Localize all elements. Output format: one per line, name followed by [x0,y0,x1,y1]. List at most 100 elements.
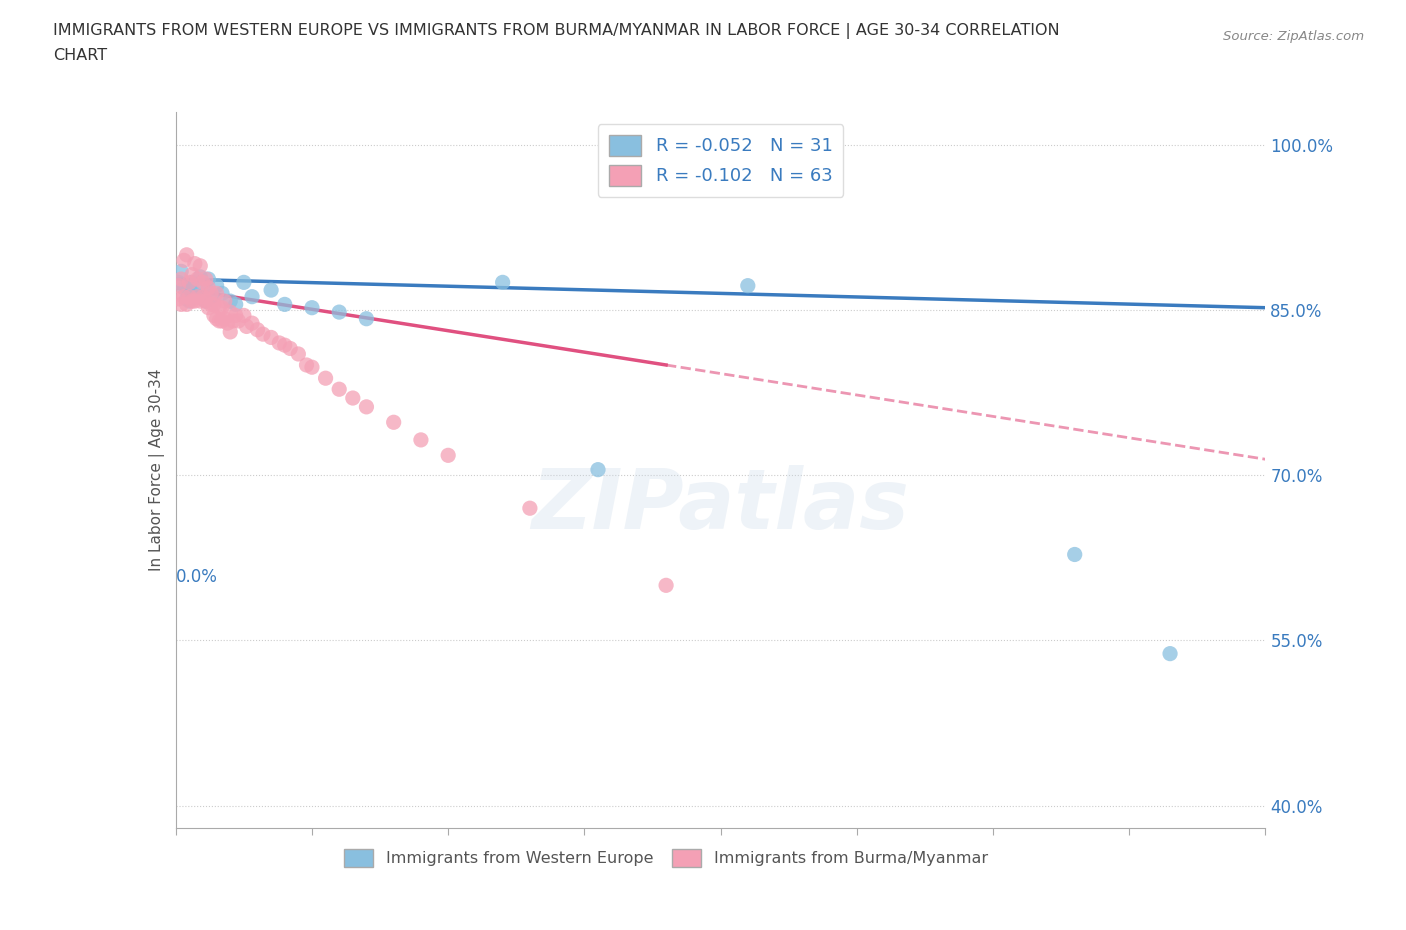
Point [225,297,247,312]
Point [208,313,231,328]
Point [167,275,190,290]
Point [211,300,233,315]
Text: IMMIGRANTS FROM WESTERN EUROPE VS IMMIGRANTS FROM BURMA/MYANMAR IN LABOR FORCE |: IMMIGRANTS FROM WESTERN EUROPE VS IMMIGR… [53,23,1060,39]
Point [1063,547,1085,562]
Point [194,294,217,309]
Point [240,315,263,330]
Point [202,297,225,312]
Point [173,281,195,296]
Point [252,326,274,341]
Point [205,312,228,326]
Point [179,294,201,309]
Point [232,275,254,290]
Point [232,308,254,323]
Point [655,578,678,592]
Point [274,297,297,312]
Point [301,360,323,375]
Point [197,281,219,296]
Text: Source: ZipAtlas.com: Source: ZipAtlas.com [1223,30,1364,43]
Point [287,347,309,362]
Point [194,294,217,309]
Point [181,275,204,290]
Point [409,432,432,447]
Point [208,300,231,315]
Point [214,312,236,326]
Text: 0.0%: 0.0% [176,568,218,587]
Point [205,278,228,293]
Point [211,313,233,328]
Point [246,323,269,338]
Point [181,267,204,282]
Point [184,286,207,300]
Point [176,247,198,262]
Point [586,462,609,477]
Point [278,341,301,356]
Point [356,312,378,326]
Point [382,415,405,430]
Point [191,278,214,293]
Point [188,270,211,285]
Point [184,256,207,271]
Point [194,272,217,286]
Point [170,272,193,286]
Point [225,308,247,323]
Point [191,289,214,304]
Point [217,315,239,330]
Point [186,289,209,304]
Point [184,294,207,309]
Point [269,336,291,351]
Point [328,305,350,320]
Point [179,289,201,304]
Point [191,275,214,290]
Point [260,283,283,298]
Point [737,278,759,293]
Point [1159,646,1181,661]
Point [197,272,219,286]
Point [219,305,242,320]
Point [295,357,318,372]
Text: CHART: CHART [53,48,107,63]
Point [342,391,364,405]
Point [200,286,222,300]
Point [188,294,211,309]
Point [176,281,198,296]
Point [519,500,541,515]
Point [328,382,350,397]
Point [222,313,245,328]
Point [179,281,201,296]
Point [260,330,283,345]
Point [274,338,297,352]
Point [315,371,337,386]
Text: ZIPatlas: ZIPatlas [531,465,910,546]
Point [186,272,209,286]
Point [186,289,209,304]
Point [181,294,204,309]
Legend: Immigrants from Western Europe, Immigrants from Burma/Myanmar: Immigrants from Western Europe, Immigran… [337,843,994,873]
Point [235,319,257,334]
Point [492,275,515,290]
Point [219,294,242,309]
Point [219,325,242,339]
Point [240,289,263,304]
Point [214,294,236,309]
Point [200,289,222,304]
Point [356,399,378,414]
Point [205,286,228,300]
Point [170,297,193,312]
Y-axis label: In Labor Force | Age 30-34: In Labor Force | Age 30-34 [149,368,165,571]
Point [437,448,460,463]
Point [167,291,190,306]
Point [228,313,250,328]
Point [176,297,198,312]
Point [188,259,211,273]
Point [176,291,198,306]
Point [179,275,201,290]
Point [200,297,222,312]
Point [211,286,233,300]
Point [173,289,195,304]
Point [301,300,323,315]
Point [167,278,190,293]
Point [197,300,219,315]
Point [202,308,225,323]
Point [173,253,195,268]
